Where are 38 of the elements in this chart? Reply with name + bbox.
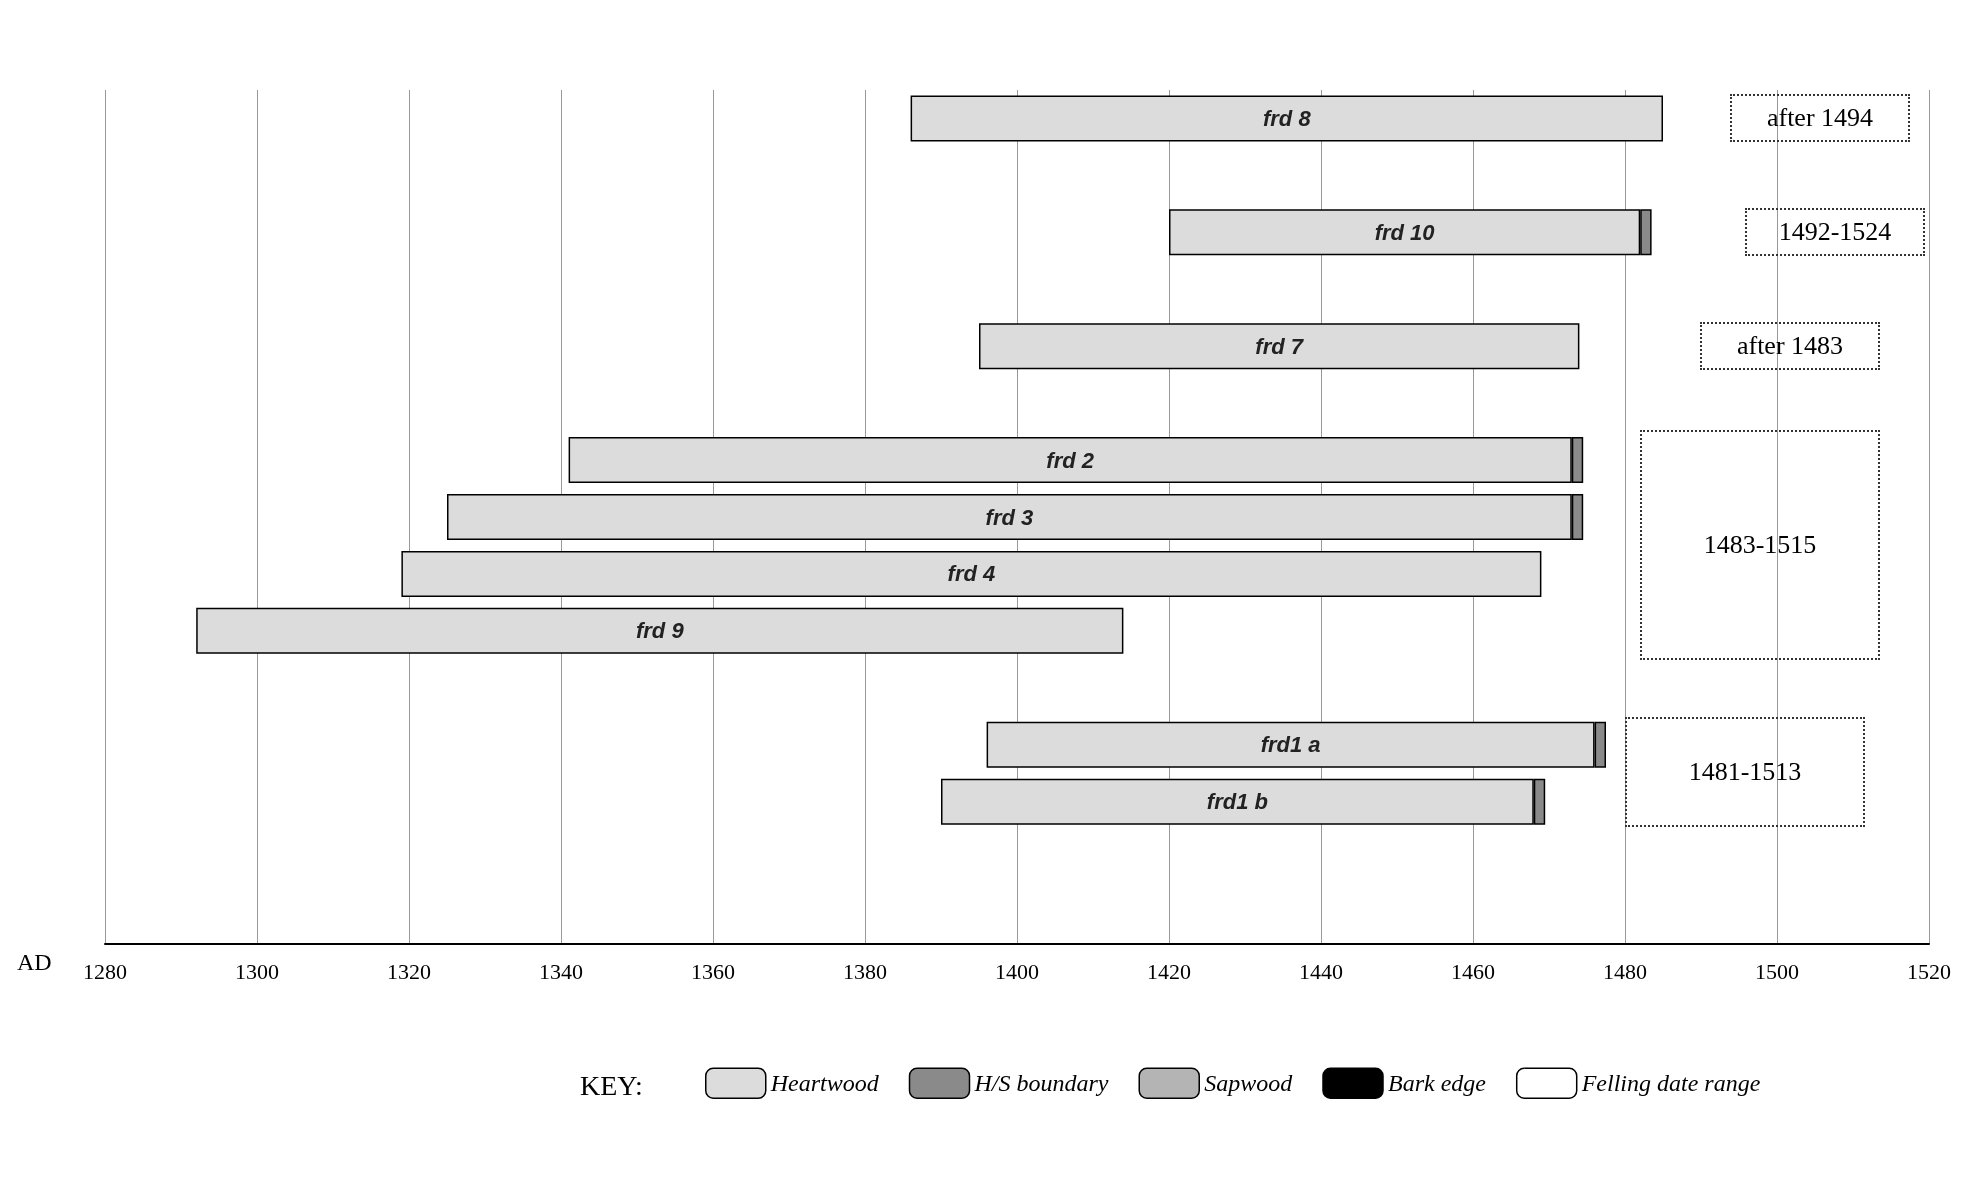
x-tick-label: 1440 xyxy=(1299,958,1343,984)
x-tick-label: 1420 xyxy=(1147,958,1191,984)
legend-title: KEY: xyxy=(580,1069,643,1101)
annotation: after 1494 xyxy=(1766,103,1874,133)
y-tick-label: frd 7 xyxy=(1255,333,1305,359)
x-tick-label: 1300 xyxy=(235,958,279,984)
x-axis-title: AD xyxy=(17,949,52,975)
legend-label: Bark edge xyxy=(1388,1070,1487,1097)
annotation: 1492-1524 xyxy=(1778,217,1892,247)
x-tick-label: 1460 xyxy=(1451,958,1495,984)
x-tick-label: 1500 xyxy=(1755,958,1799,984)
y-tick-label: frd 2 xyxy=(1046,447,1095,473)
y-tick-label: frd 3 xyxy=(985,504,1034,530)
x-tick-label: 1360 xyxy=(691,958,735,984)
legend-label: Felling date range xyxy=(1580,1070,1761,1097)
y-tick-label: frd 9 xyxy=(635,618,685,644)
x-tick-label: 1280 xyxy=(83,958,127,984)
x-tick-label: 1320 xyxy=(387,958,431,984)
x-tick-label: 1400 xyxy=(995,958,1039,984)
legend-label: H/S boundary xyxy=(973,1070,1109,1097)
y-tick-label: frd1 a xyxy=(1260,732,1321,758)
legend-label: Heartwood xyxy=(769,1070,880,1097)
y-tick-label: frd 8 xyxy=(1262,105,1312,131)
y-tick-label: frd 10 xyxy=(1374,219,1436,245)
annotation: 1483-1515 xyxy=(1703,530,1817,560)
bar xyxy=(401,550,1542,597)
x-tick-label: 1480 xyxy=(1603,958,1647,984)
x-tick-label: 1380 xyxy=(843,958,887,984)
annotation: after 1483 xyxy=(1736,331,1844,361)
bar xyxy=(979,323,1580,370)
x-tick-label: 1340 xyxy=(539,958,583,984)
bar xyxy=(196,607,1124,654)
legend-label: Sapwood xyxy=(1204,1070,1294,1097)
bar xyxy=(910,95,1663,142)
y-tick-label: frd1 b xyxy=(1206,789,1268,815)
x-tick-label: 1520 xyxy=(1907,958,1951,984)
y-tick-label: frd 4 xyxy=(947,561,996,587)
annotation: 1481-1513 xyxy=(1688,757,1802,787)
